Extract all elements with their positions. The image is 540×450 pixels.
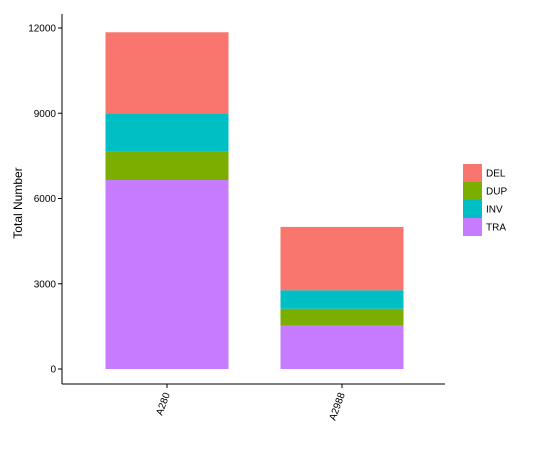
- y-axis-title: Total Number: [11, 167, 25, 238]
- y-tick-label: 0: [50, 365, 56, 376]
- bar-segment-inv: [280, 290, 404, 309]
- legend: DEL DUP INV TRA: [463, 164, 507, 236]
- bar-segment-tra: [280, 325, 404, 369]
- legend-label-inv: INV: [486, 205, 503, 216]
- x-tick-label: A280: [154, 391, 172, 417]
- y-tick-label: 12000: [28, 24, 56, 35]
- bar-segment-inv: [105, 113, 229, 152]
- y-tick-label: 9000: [34, 109, 57, 120]
- legend-swatch-tra: [463, 218, 482, 236]
- legend-swatch-inv: [463, 200, 482, 218]
- legend-swatch-del: [463, 164, 482, 182]
- bar-segment-del: [280, 226, 404, 291]
- y-tick-label: 6000: [34, 194, 57, 205]
- bar-segment-tra: [105, 180, 229, 369]
- bars: [105, 32, 404, 369]
- bar-segment-dup: [105, 151, 229, 181]
- legend-label-dup: DUP: [486, 187, 507, 198]
- x-tick-label: A2988: [328, 391, 348, 422]
- y-tick-label: 3000: [34, 279, 57, 290]
- legend-swatch-dup: [463, 182, 482, 200]
- bar-segment-dup: [280, 308, 404, 326]
- bar-segment-del: [105, 32, 229, 114]
- legend-label-tra: TRA: [486, 223, 506, 234]
- legend-label-del: DEL: [486, 169, 506, 180]
